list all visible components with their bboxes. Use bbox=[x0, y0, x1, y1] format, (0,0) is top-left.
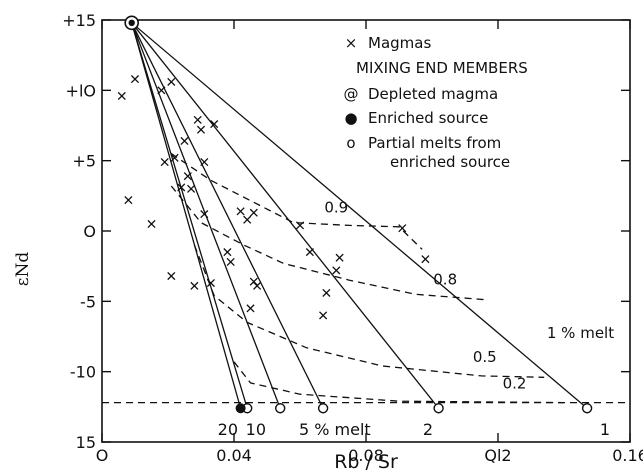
mixing-curve bbox=[170, 153, 423, 250]
magma-marker bbox=[398, 224, 407, 233]
legend-label: enriched source bbox=[390, 153, 510, 171]
mixing-curve-label: 1 % melt bbox=[547, 324, 614, 342]
magma-marker bbox=[167, 77, 176, 86]
mixing-curve-label: 0.5 bbox=[473, 348, 497, 366]
y-tick-label: +lO bbox=[66, 81, 96, 100]
legend-label: Partial melts from bbox=[368, 134, 501, 152]
mixing-curve-label: 0.2 bbox=[503, 375, 527, 393]
y-tick-label: O bbox=[83, 222, 96, 241]
magma-marker bbox=[190, 281, 199, 290]
magma-marker bbox=[177, 183, 186, 192]
partial-melt-marker bbox=[317, 403, 329, 414]
magma-marker bbox=[243, 215, 252, 224]
magma-marker bbox=[319, 311, 328, 320]
magma-marker bbox=[249, 277, 258, 286]
magma-marker bbox=[332, 266, 341, 275]
magma-marker bbox=[117, 91, 126, 101]
magma-marker bbox=[335, 253, 344, 262]
magma-marker bbox=[322, 288, 331, 297]
magma-marker bbox=[193, 115, 202, 124]
depleted-magma-core bbox=[128, 19, 135, 27]
mixing-line bbox=[131, 22, 248, 409]
enriched-source-marker bbox=[235, 403, 246, 414]
mixing-lines bbox=[131, 22, 588, 409]
legend-marker: @ bbox=[344, 85, 359, 103]
partial-melt-label: 5 % melt bbox=[299, 420, 371, 439]
magma-marker bbox=[253, 281, 262, 290]
partial-melt-label: 20 bbox=[218, 420, 238, 439]
x-axis-label: Rb / Sr bbox=[334, 451, 398, 473]
partial-melt-label: 2 bbox=[423, 420, 433, 439]
y-tick-label: +15 bbox=[62, 11, 96, 30]
partial-melt-label: 10 bbox=[246, 420, 266, 439]
legend-label: Enriched source bbox=[368, 109, 488, 127]
mixing-line bbox=[131, 22, 588, 409]
mixing-line bbox=[131, 22, 324, 409]
magma-marker bbox=[226, 257, 235, 267]
x-tick-label: 0.04 bbox=[216, 446, 252, 465]
magma-marker bbox=[421, 255, 430, 264]
magma-marker bbox=[147, 219, 156, 229]
plot-frame bbox=[101, 19, 631, 443]
mixing-curve bbox=[233, 361, 565, 404]
mixing-curves bbox=[102, 153, 630, 404]
mixing-curve-label: 0.9 bbox=[324, 199, 348, 217]
magma-marker bbox=[206, 278, 215, 288]
legend-marker: ● bbox=[344, 109, 357, 127]
magma-marker bbox=[187, 184, 196, 193]
data-points bbox=[117, 15, 593, 414]
y-tick-label: -10 bbox=[70, 363, 96, 382]
mixing-curve-label: 0.8 bbox=[433, 270, 457, 288]
mixing-line bbox=[131, 22, 242, 409]
mixing-line bbox=[131, 22, 440, 409]
magma-marker bbox=[160, 158, 169, 167]
magma-marker bbox=[200, 210, 209, 219]
partial-melt-marker bbox=[275, 403, 286, 414]
magma-marker bbox=[246, 304, 255, 313]
legend-label: Depleted magma bbox=[368, 85, 498, 103]
magma-marker bbox=[170, 153, 179, 162]
y-axis-label: εNd bbox=[13, 252, 33, 287]
legend-label: Magmas bbox=[368, 34, 431, 52]
magma-marker bbox=[196, 125, 206, 134]
magma-marker bbox=[180, 136, 189, 146]
partial-melt-label: 1 bbox=[600, 420, 610, 439]
plot-border bbox=[101, 19, 631, 443]
legend: × Magmas MIXING END MEMBERS @ Depleted magma… bbox=[344, 34, 528, 171]
magma-marker bbox=[295, 221, 305, 230]
x-tick-label: 0.16 bbox=[612, 446, 643, 465]
x-tick-label: O bbox=[96, 446, 109, 465]
legend-label: MIXING END MEMBERS bbox=[356, 59, 528, 77]
y-tick-label: +5 bbox=[72, 152, 96, 171]
magma-marker bbox=[236, 207, 245, 216]
x-tick-label: 0.08 bbox=[348, 446, 384, 465]
partial-melt-marker bbox=[581, 403, 593, 414]
legend-marker: o bbox=[346, 134, 355, 152]
mixing-curve bbox=[193, 244, 545, 378]
y-tick-label: 15 bbox=[76, 433, 96, 452]
magma-marker bbox=[200, 158, 209, 167]
magma-marker bbox=[210, 120, 219, 129]
magma-marker bbox=[223, 248, 232, 257]
legend-marker: × bbox=[345, 34, 358, 52]
x-tick-label: Ql2 bbox=[484, 446, 511, 465]
y-tick-label: -5 bbox=[80, 292, 96, 311]
partial-melt-marker bbox=[433, 403, 444, 414]
magma-marker bbox=[130, 75, 140, 84]
magma-marker bbox=[124, 195, 133, 205]
magma-marker bbox=[183, 172, 192, 181]
magma-marker bbox=[157, 86, 166, 95]
chart-labels: O 0.04 0.08 Ql2 0.16 +15 +lO +5 O -5 -10 15 Rb / Sr ε… bbox=[13, 11, 643, 473]
magma-marker bbox=[167, 271, 176, 281]
magma-marker bbox=[305, 248, 314, 257]
magma-marker bbox=[249, 208, 258, 217]
